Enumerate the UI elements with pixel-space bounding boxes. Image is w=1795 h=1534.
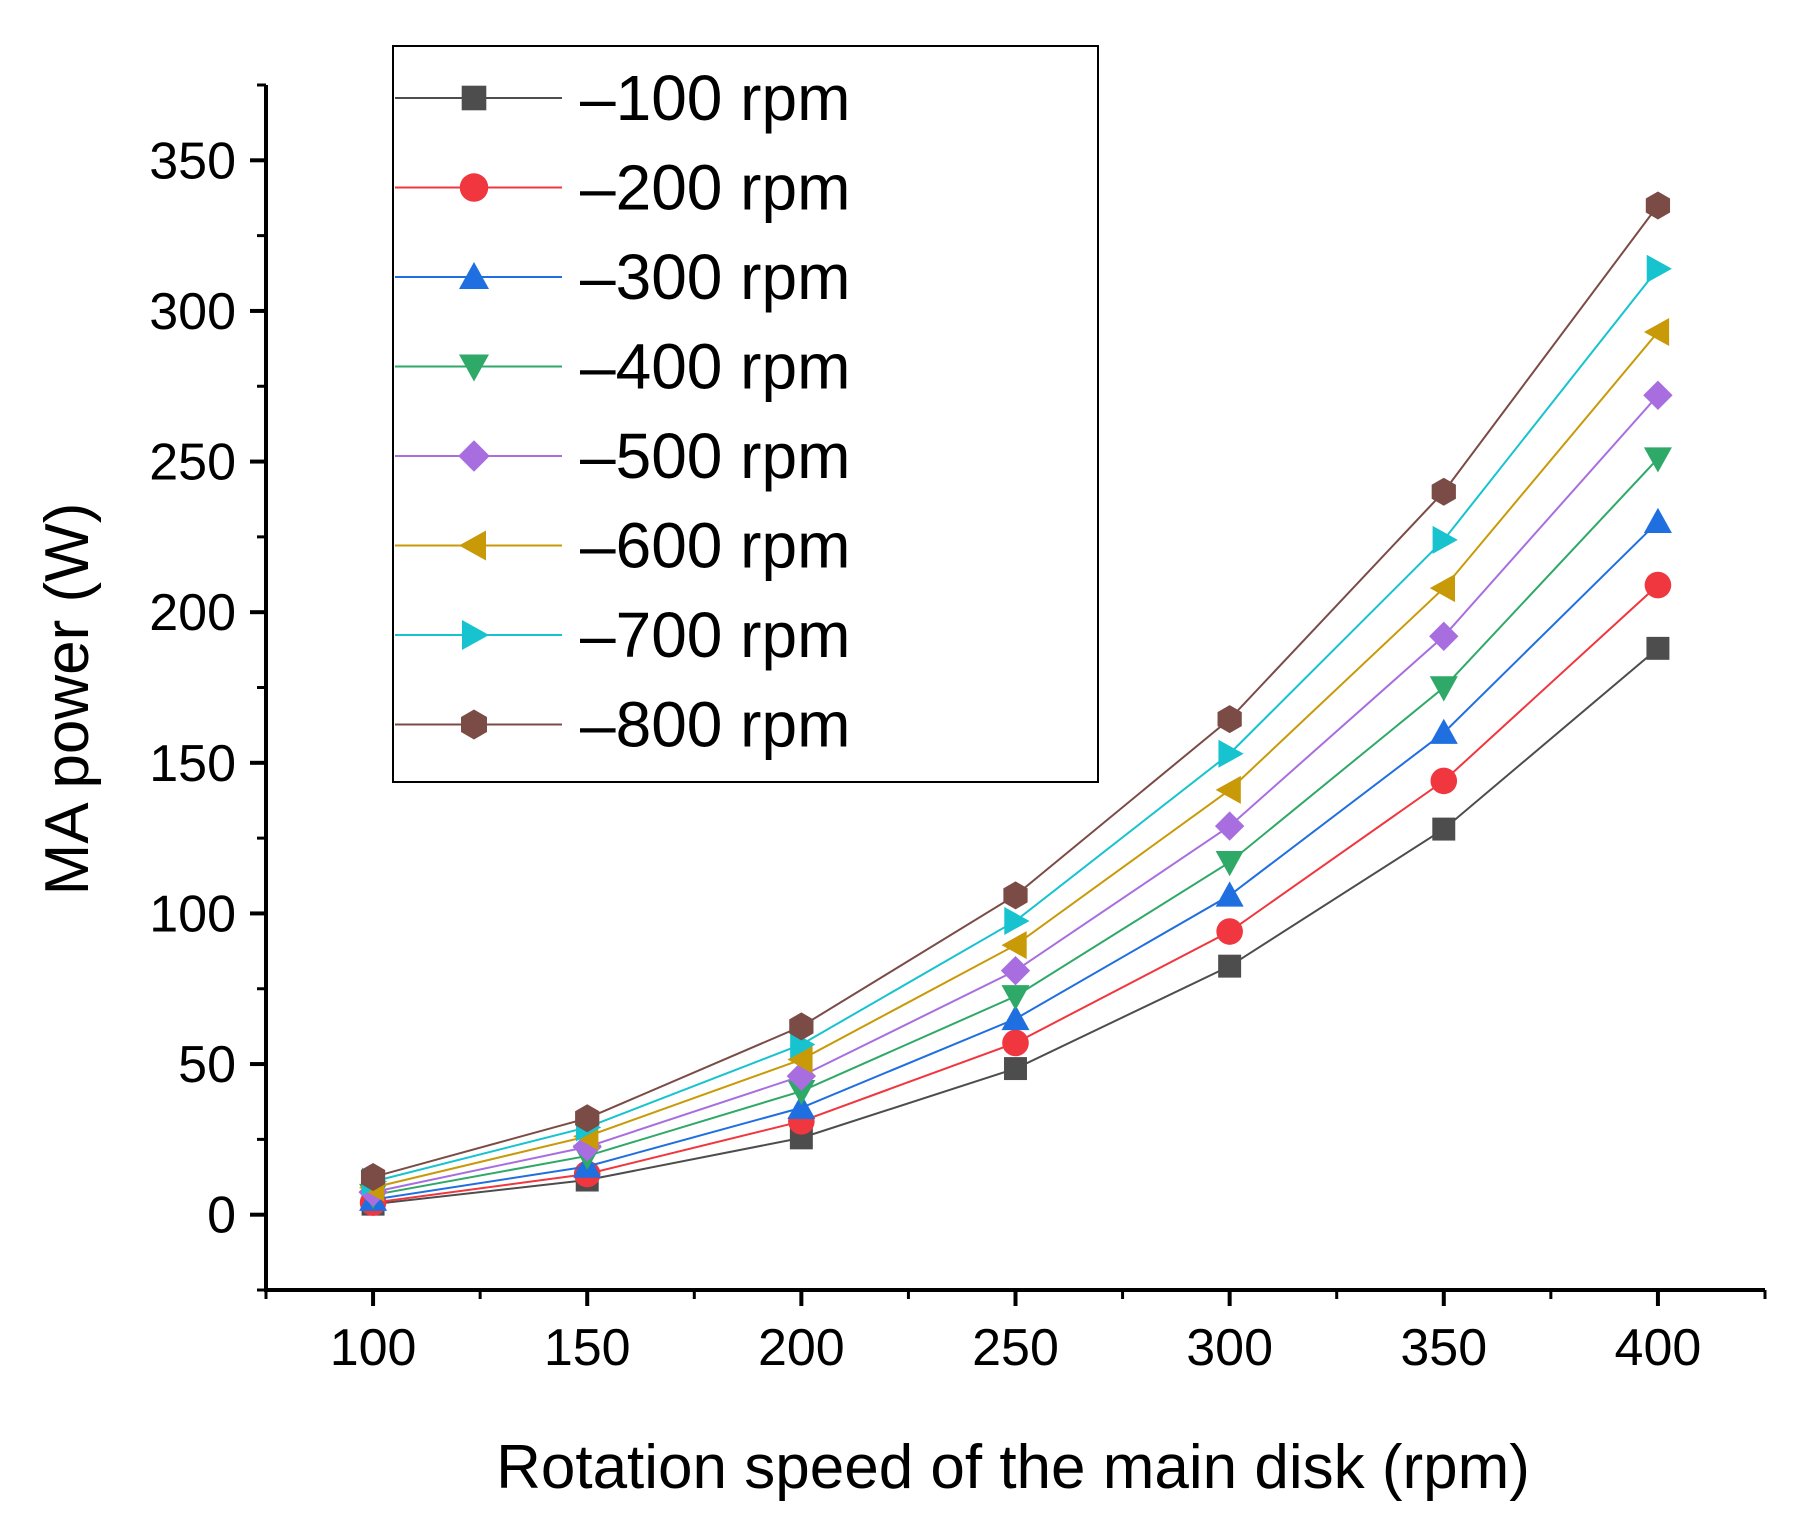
x-tick-label: 200 <box>758 1319 845 1377</box>
legend-label: –600 rpm <box>580 510 850 582</box>
data-point <box>575 1104 600 1133</box>
legend-label: –300 rpm <box>580 241 850 313</box>
legend-marker <box>461 709 487 740</box>
legend-item: –300 rpm <box>395 241 850 313</box>
data-point <box>1004 906 1030 935</box>
data-point <box>572 1132 602 1162</box>
legend-marker <box>459 173 489 202</box>
data-point <box>1215 775 1241 804</box>
y-tick-label: 150 <box>149 735 236 793</box>
legend-marker <box>458 440 490 472</box>
data-point <box>1217 705 1242 734</box>
legend-box <box>392 45 1099 783</box>
data-point <box>1000 955 1031 986</box>
data-point <box>1643 507 1672 534</box>
x-tick-label: 400 <box>1615 1319 1702 1377</box>
data-point <box>1001 985 1030 1011</box>
data-point <box>1430 767 1458 795</box>
legend-marker <box>459 530 486 561</box>
data-point <box>1643 318 1670 347</box>
data-point <box>1429 676 1458 702</box>
data-point <box>1431 477 1456 506</box>
data-point <box>786 1061 817 1091</box>
data-point <box>1429 718 1458 744</box>
y-tick-label: 0 <box>207 1187 236 1245</box>
data-point <box>1001 931 1027 960</box>
data-point <box>787 1045 813 1074</box>
legend-item: –800 rpm <box>395 689 850 761</box>
series-5 <box>358 380 1673 1207</box>
data-point <box>787 1079 816 1106</box>
data-point <box>789 1012 814 1041</box>
data-point <box>1003 881 1028 910</box>
y-tick-label: 50 <box>178 1036 236 1094</box>
x-tick-label: 350 <box>1400 1319 1487 1377</box>
x-tick-label: 300 <box>1186 1319 1273 1377</box>
data-point <box>1215 881 1244 907</box>
legend-item: –400 rpm <box>395 331 850 403</box>
series-layer <box>358 191 1673 1216</box>
y-tick-label: 250 <box>149 434 236 492</box>
legend-marker <box>459 262 489 289</box>
data-point <box>1643 380 1673 410</box>
legend-marker <box>459 354 489 382</box>
data-point <box>1432 817 1456 841</box>
legend-label: –100 rpm <box>580 62 850 134</box>
x-tick-label: 100 <box>330 1319 417 1377</box>
data-point <box>1001 1004 1030 1031</box>
data-point <box>1644 571 1672 599</box>
y-tick-label: 100 <box>149 885 236 943</box>
data-point <box>1645 191 1671 220</box>
data-point <box>1216 918 1243 945</box>
legend-marker <box>462 620 489 650</box>
y-tick-label: 300 <box>149 283 236 341</box>
legend-label: –200 rpm <box>580 152 850 224</box>
y-tick-label: 200 <box>149 584 236 642</box>
data-point <box>1218 954 1242 978</box>
data-point <box>787 1093 816 1119</box>
data-point <box>1214 811 1245 841</box>
data-point <box>1218 739 1244 768</box>
legend: –100 rpm –200 rpm –300 rpm –400 rpm –500 rpm… <box>392 45 1099 783</box>
data-point <box>360 1163 386 1192</box>
data-point <box>1646 254 1672 283</box>
legend-item: –200 rpm <box>395 152 850 224</box>
x-tick-label: 250 <box>972 1319 1059 1377</box>
data-point <box>1432 525 1458 554</box>
data-point <box>1429 621 1459 651</box>
legend-label: –500 rpm <box>580 420 850 492</box>
data-point <box>1002 1029 1029 1057</box>
series-8 <box>360 191 1671 1192</box>
axes: 0 50 100 150 200 250 300 350 100 150 200 250 300 350 4… <box>149 83 1767 1377</box>
data-point <box>1646 636 1670 660</box>
legend-item: –100 rpm <box>395 62 850 134</box>
legend-label: –400 rpm <box>580 331 850 403</box>
data-point <box>1215 851 1244 877</box>
x-axis-label: Rotation speed of the main disk (rpm) <box>496 1433 1530 1502</box>
legend-item: –500 rpm <box>395 420 850 492</box>
legend-label: –800 rpm <box>580 689 850 761</box>
data-point <box>1429 574 1455 603</box>
legend-item: –600 rpm <box>395 510 850 582</box>
x-tick-label: 150 <box>544 1319 631 1377</box>
data-point <box>1004 1057 1027 1081</box>
y-axis-label: MA power (W) <box>33 503 102 896</box>
data-point <box>1643 447 1672 473</box>
legend-label: –700 rpm <box>580 599 850 671</box>
series-6 <box>359 318 1670 1202</box>
y-tick-label: 350 <box>149 132 236 190</box>
legend-marker <box>461 85 487 111</box>
legend-item: –700 rpm <box>395 599 850 671</box>
